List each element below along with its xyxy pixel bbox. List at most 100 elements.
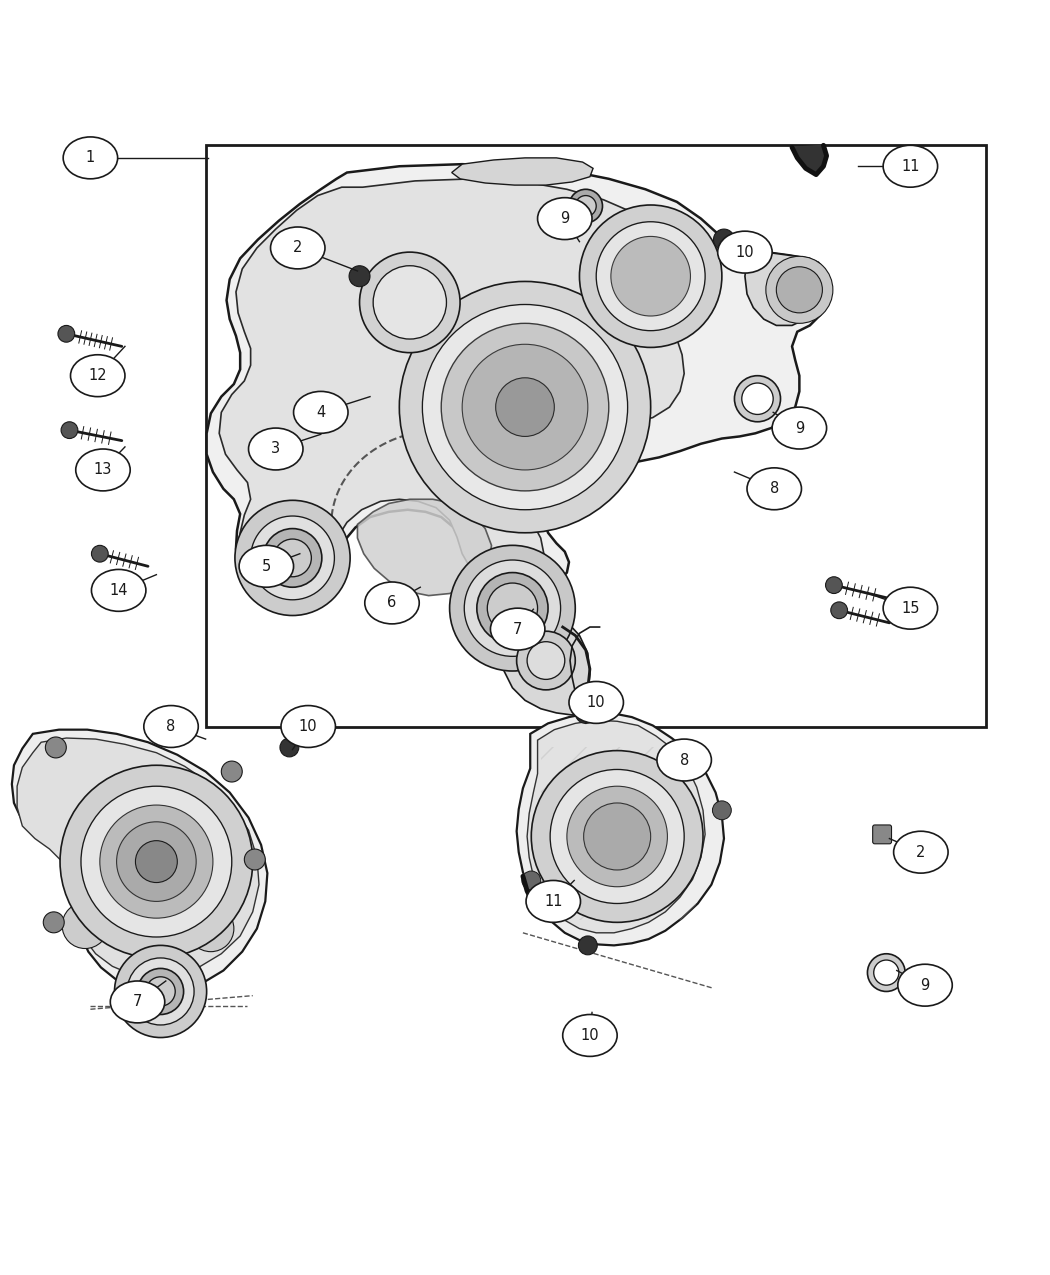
Circle shape bbox=[245, 849, 266, 870]
Ellipse shape bbox=[63, 136, 118, 179]
Text: 9: 9 bbox=[560, 212, 569, 226]
Circle shape bbox=[527, 641, 565, 680]
Circle shape bbox=[61, 422, 78, 439]
Text: 2: 2 bbox=[293, 241, 302, 255]
Circle shape bbox=[60, 765, 253, 958]
Circle shape bbox=[62, 903, 108, 949]
Text: 11: 11 bbox=[901, 159, 920, 173]
Circle shape bbox=[138, 969, 184, 1015]
Circle shape bbox=[517, 631, 575, 690]
Ellipse shape bbox=[76, 449, 130, 491]
Text: 9: 9 bbox=[795, 421, 804, 436]
Circle shape bbox=[373, 265, 446, 339]
Circle shape bbox=[127, 958, 194, 1025]
Bar bbox=[206, 145, 986, 727]
Circle shape bbox=[43, 912, 64, 933]
Polygon shape bbox=[12, 729, 268, 992]
Ellipse shape bbox=[249, 428, 303, 470]
Bar bbox=[541, 747, 696, 921]
Circle shape bbox=[359, 252, 460, 353]
FancyBboxPatch shape bbox=[873, 825, 891, 844]
Text: 8: 8 bbox=[166, 719, 175, 734]
Circle shape bbox=[235, 500, 350, 616]
Circle shape bbox=[874, 960, 899, 986]
Ellipse shape bbox=[883, 145, 938, 187]
Ellipse shape bbox=[70, 354, 125, 397]
Circle shape bbox=[117, 822, 196, 901]
Polygon shape bbox=[744, 247, 826, 325]
Circle shape bbox=[441, 324, 609, 491]
Ellipse shape bbox=[144, 705, 198, 747]
Ellipse shape bbox=[110, 980, 165, 1023]
Text: 8: 8 bbox=[679, 752, 689, 768]
Ellipse shape bbox=[490, 608, 545, 650]
Text: 15: 15 bbox=[901, 601, 920, 616]
Circle shape bbox=[274, 539, 312, 576]
Circle shape bbox=[188, 905, 234, 951]
Circle shape bbox=[264, 529, 322, 588]
Circle shape bbox=[477, 572, 548, 644]
Ellipse shape bbox=[569, 681, 624, 723]
Polygon shape bbox=[452, 158, 593, 185]
Circle shape bbox=[146, 977, 175, 1006]
Text: 2: 2 bbox=[917, 844, 925, 859]
Circle shape bbox=[280, 738, 299, 757]
Circle shape bbox=[734, 376, 780, 422]
Text: 10: 10 bbox=[736, 245, 754, 260]
Circle shape bbox=[714, 230, 734, 250]
Circle shape bbox=[611, 236, 691, 316]
Text: 14: 14 bbox=[109, 583, 128, 598]
Ellipse shape bbox=[657, 740, 712, 782]
Ellipse shape bbox=[271, 227, 326, 269]
Text: 10: 10 bbox=[587, 695, 606, 710]
Circle shape bbox=[81, 787, 232, 937]
Polygon shape bbox=[17, 738, 259, 978]
Circle shape bbox=[100, 805, 213, 918]
Circle shape bbox=[449, 546, 575, 671]
Polygon shape bbox=[219, 179, 691, 598]
Circle shape bbox=[575, 703, 596, 723]
Circle shape bbox=[580, 205, 722, 347]
Circle shape bbox=[584, 803, 651, 870]
Text: 13: 13 bbox=[93, 463, 112, 477]
Circle shape bbox=[251, 516, 334, 599]
Polygon shape bbox=[792, 145, 826, 175]
Ellipse shape bbox=[239, 546, 294, 588]
Polygon shape bbox=[357, 500, 491, 595]
Circle shape bbox=[867, 954, 905, 992]
Polygon shape bbox=[502, 615, 590, 715]
Circle shape bbox=[45, 737, 66, 757]
Circle shape bbox=[765, 256, 833, 324]
Circle shape bbox=[114, 945, 207, 1038]
Text: 7: 7 bbox=[513, 622, 522, 636]
Ellipse shape bbox=[772, 407, 826, 449]
Ellipse shape bbox=[718, 231, 772, 273]
Text: 9: 9 bbox=[921, 978, 929, 993]
Ellipse shape bbox=[294, 391, 348, 434]
Ellipse shape bbox=[894, 831, 948, 873]
Polygon shape bbox=[248, 518, 338, 598]
Polygon shape bbox=[251, 504, 328, 576]
Circle shape bbox=[596, 222, 706, 330]
Circle shape bbox=[91, 546, 108, 562]
Circle shape bbox=[831, 602, 847, 618]
Text: 8: 8 bbox=[770, 481, 779, 496]
Circle shape bbox=[222, 761, 243, 782]
Circle shape bbox=[262, 514, 317, 569]
Circle shape bbox=[550, 769, 685, 904]
Text: 3: 3 bbox=[271, 441, 280, 456]
Text: 10: 10 bbox=[299, 719, 317, 734]
Ellipse shape bbox=[747, 468, 801, 510]
Text: 4: 4 bbox=[316, 405, 326, 419]
Circle shape bbox=[567, 787, 668, 886]
Circle shape bbox=[575, 195, 596, 217]
Circle shape bbox=[135, 840, 177, 882]
Ellipse shape bbox=[91, 570, 146, 611]
Text: 12: 12 bbox=[88, 368, 107, 384]
Circle shape bbox=[399, 282, 651, 533]
Ellipse shape bbox=[898, 964, 952, 1006]
Ellipse shape bbox=[364, 581, 419, 623]
Circle shape bbox=[776, 266, 822, 312]
Text: 5: 5 bbox=[261, 558, 271, 574]
Circle shape bbox=[522, 871, 541, 890]
